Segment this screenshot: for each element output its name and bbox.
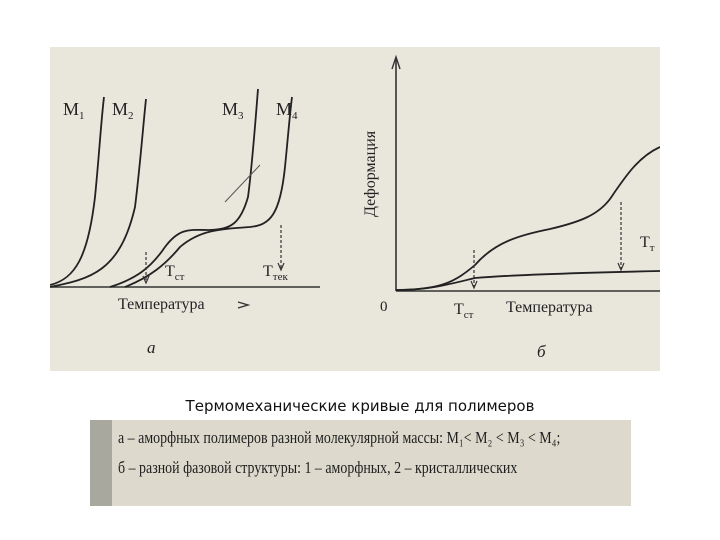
diagonal-mark bbox=[224, 164, 261, 203]
panel-letter-b: б bbox=[537, 342, 546, 361]
legend-line-a: а – аморфных полимеров разной молекулярн… bbox=[118, 428, 561, 447]
label-m4: M4 bbox=[276, 99, 298, 122]
label-tst-right: Tст bbox=[454, 301, 474, 321]
label-m3: M3 bbox=[222, 99, 244, 122]
thermomechanical-figure: M1 M2 M3 M4 Tст Tтек Температура а Дефор… bbox=[50, 47, 660, 371]
figure-svg: M1 M2 M3 M4 Tст Tтек Температура а Дефор… bbox=[50, 54, 660, 361]
tst-arrowhead-right bbox=[470, 280, 478, 290]
label-tst-left: Tст bbox=[165, 263, 185, 283]
right-y-arrow bbox=[391, 54, 401, 70]
panel-letter-a: а bbox=[147, 338, 156, 357]
left-x-arrow bbox=[237, 301, 251, 309]
left-x-label: Температура bbox=[118, 296, 205, 313]
tst-arrowhead-left bbox=[142, 275, 150, 285]
curve-m4 bbox=[124, 96, 293, 288]
curve-crystalline bbox=[395, 270, 660, 291]
figure-caption: Термомеханические кривые для полимеров bbox=[185, 397, 535, 415]
label-m1: M1 bbox=[63, 99, 85, 122]
right-origin: 0 bbox=[380, 299, 388, 315]
right-x-label: Температура bbox=[506, 299, 593, 316]
legend-line-b: б – разной фазовой структуры: 1 – аморфн… bbox=[118, 458, 518, 477]
ttek-arrowhead bbox=[277, 262, 285, 272]
curve-m2 bbox=[50, 98, 147, 288]
tt-arrowhead bbox=[617, 262, 625, 272]
legend-box: а – аморфных полимеров разной молекулярн… bbox=[90, 420, 631, 506]
label-tt: Tт bbox=[640, 234, 655, 254]
right-y-label: Деформация bbox=[362, 130, 379, 217]
label-m2: M2 bbox=[112, 99, 134, 122]
curve-m3 bbox=[109, 88, 259, 288]
curve-m1 bbox=[50, 96, 105, 286]
legend-strip bbox=[90, 420, 112, 506]
label-ttek: Tтек bbox=[263, 263, 288, 283]
curve-amorphous bbox=[395, 146, 660, 291]
